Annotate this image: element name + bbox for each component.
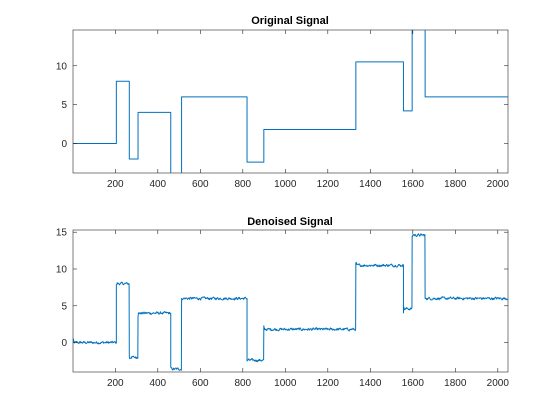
denoised-signal-xtick-label: 400: [149, 378, 166, 389]
original-signal-xtick-label: 600: [192, 179, 209, 190]
denoised-signal-axes: [72, 229, 509, 373]
original-signal-title: Original Signal: [251, 15, 329, 27]
denoised-signal-xtick-label: 1200: [317, 378, 340, 389]
denoised-signal-xtick-label: 2000: [487, 378, 510, 389]
denoised-signal-xtick-label: 800: [234, 378, 251, 389]
original-signal-xtick-label: 1800: [444, 179, 467, 190]
original-signal-ytick-label: 5: [61, 100, 67, 111]
original-signal-xtick-label: 1600: [402, 179, 425, 190]
original-signal-xtick-label: 1400: [359, 179, 382, 190]
denoised-signal-xtick-label: 600: [192, 378, 209, 389]
denoised-signal-xtick-label: 200: [107, 378, 124, 389]
original-signal-ytick-label: 10: [56, 61, 68, 72]
denoised-signal-ytick-label: 10: [56, 264, 68, 275]
original-signal-xtick-label: 1200: [317, 179, 340, 190]
original-signal-axes: [72, 29, 509, 174]
denoised-signal-xtick-label: 1400: [359, 378, 382, 389]
denoised-signal-series-line: [73, 233, 508, 371]
original-signal-xtick-label: 800: [234, 179, 251, 190]
denoised-signal-ytick-label: 0: [61, 338, 67, 349]
denoised-signal-xtick-label: 1000: [274, 378, 297, 389]
denoised-signal-ytick-label: 5: [61, 301, 67, 312]
denoised-signal-panel: Denoised Signal 200 400 600 800 1000 1200 1400…: [56, 216, 509, 389]
original-signal-panel: Original Signal 200 400 600 800 1000 1200 1400…: [56, 15, 509, 190]
original-signal-xtick-label: 200: [107, 179, 124, 190]
original-signal-ytick-label: 0: [61, 139, 67, 150]
original-signal-series-line: [73, 30, 508, 173]
original-signal-xtick-label: 2000: [487, 179, 510, 190]
denoised-signal-title: Denoised Signal: [247, 216, 333, 228]
original-signal-xtick-label: 1000: [274, 179, 297, 190]
denoised-signal-xtick-label: 1800: [444, 378, 467, 389]
denoised-signal-ytick-label: 15: [56, 228, 68, 239]
original-signal-xtick-label: 400: [149, 179, 166, 190]
denoised-signal-xtick-label: 1600: [402, 378, 425, 389]
